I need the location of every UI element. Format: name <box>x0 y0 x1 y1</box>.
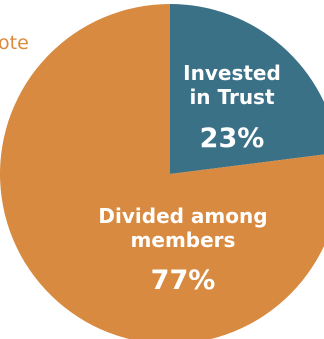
slice-label: Divided among <box>98 204 267 228</box>
slice-value-label: 77% <box>151 265 216 296</box>
cropped-text-fragment: ote <box>0 32 29 54</box>
pie-slice <box>170 4 324 174</box>
slice-label: Invested <box>183 61 281 85</box>
slice-label: in Trust <box>189 85 275 109</box>
slice-label: members <box>131 228 236 252</box>
slice-value-label: 23% <box>200 123 265 154</box>
pie-slice <box>0 4 324 339</box>
